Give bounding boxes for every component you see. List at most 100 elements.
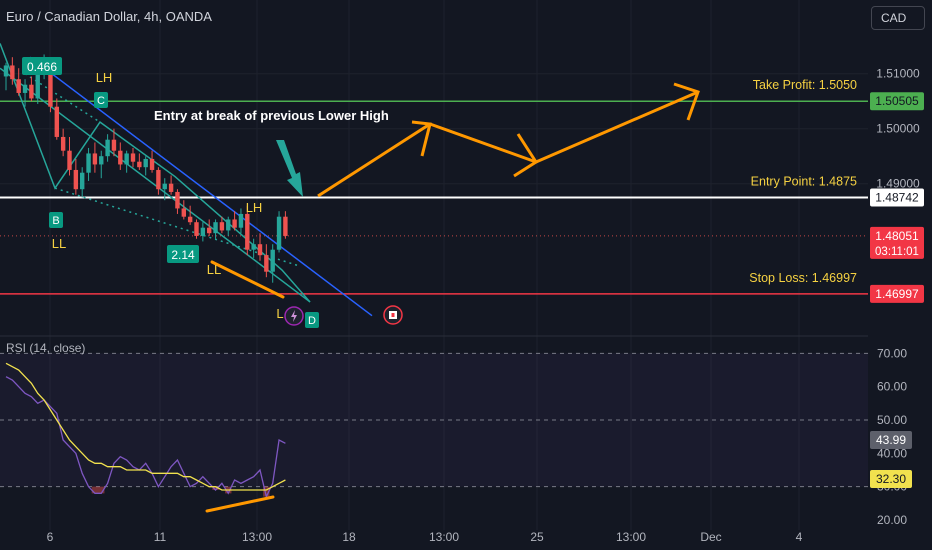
candle-body [86, 153, 91, 173]
rsi-title: RSI (14, close) [6, 341, 86, 355]
point-badge [305, 312, 319, 328]
time-tick: 11 [154, 530, 167, 544]
candle-body [213, 222, 218, 234]
candle-body [54, 106, 59, 137]
drawings [0, 43, 700, 317]
point-badge-label: D [308, 315, 316, 327]
rsi-value-tag [870, 431, 912, 450]
lightning-icon [291, 310, 297, 322]
candle-body [80, 172, 85, 190]
candle-body [226, 219, 231, 231]
candle-body [124, 153, 129, 165]
time-tick: 13:00 [429, 530, 459, 544]
price-tick: 1.51000 [876, 67, 920, 81]
candle-body [276, 216, 282, 250]
candle-body [35, 73, 40, 99]
pointer-arrow [276, 140, 303, 197]
rsi-ma-line [5, 362, 286, 491]
candle-body [162, 183, 167, 190]
candle-body [194, 222, 199, 236]
ratio-badge-label: 0.466 [27, 60, 57, 74]
ratio-badge [22, 57, 62, 75]
candle-body [200, 227, 206, 236]
grid [0, 0, 932, 530]
candle-body [99, 156, 104, 165]
wave-label: LL [207, 262, 221, 277]
candle-body [67, 150, 72, 170]
time-tick: 25 [530, 530, 544, 544]
candle-body [16, 79, 21, 93]
candle-body [29, 84, 34, 99]
rsi-tick: 50.00 [877, 413, 907, 427]
point-badge-label: B [52, 215, 59, 227]
time-tick: 4 [796, 530, 803, 544]
time-tick: 13:00 [616, 530, 646, 544]
divergence-line [210, 260, 285, 299]
level-tag-label: 1.48742 [875, 190, 919, 204]
time-axis-bg [0, 530, 868, 550]
candle-body [168, 183, 174, 192]
rsi-ma-tag [870, 470, 912, 488]
point-badge [49, 212, 63, 228]
candle-body [10, 65, 15, 80]
time-tick: 13:00 [242, 530, 272, 544]
canada-flag-leaf [391, 313, 395, 317]
point-badge-label: C [97, 95, 105, 107]
level-label: Entry Point: 1.4875 [751, 174, 857, 188]
candle-body [137, 161, 142, 168]
candle-body [130, 153, 136, 162]
candle-body [175, 191, 180, 209]
rsi-tick: 60.00 [877, 380, 907, 394]
candle-body [156, 169, 161, 190]
candle-body [105, 139, 110, 157]
countdown-label: 03:11:01 [875, 246, 919, 258]
candle-body [22, 84, 28, 93]
candle-body [283, 216, 288, 236]
wave-label: LL [52, 236, 66, 251]
candle-body [219, 222, 225, 231]
candle-body [92, 153, 98, 165]
candle-body [232, 219, 237, 228]
wave-label: LH [246, 200, 263, 215]
point-badge [94, 92, 108, 108]
level-tag [870, 284, 924, 303]
retrace-line [54, 187, 301, 267]
level-tag [870, 188, 924, 207]
harmonic-wave [0, 43, 311, 303]
candle-body [257, 244, 263, 256]
projection-arrowhead [411, 120, 432, 157]
level-label: Take Profit: 1.5050 [753, 78, 857, 92]
annotations: Entry at break of previous Lower High LH L… [22, 57, 403, 328]
candle-body [60, 136, 66, 151]
rsi-divergence-line [205, 495, 275, 513]
time-tick: Dec [700, 530, 721, 544]
candles [3, 54, 288, 283]
candle-body [73, 169, 79, 190]
projection-arrowhead [513, 133, 539, 178]
ratio-badge [167, 245, 199, 263]
rsi-ma-label: 32.30 [876, 472, 906, 486]
candle-body [48, 59, 53, 107]
level-label: Stop Loss: 1.46997 [749, 271, 857, 285]
candle-body [270, 249, 275, 272]
time-tick: 18 [342, 530, 356, 544]
symbol-title: Euro / Canadian Dollar, 4h, OANDA [6, 9, 212, 24]
price-axis-bg [868, 0, 932, 550]
projection-path [317, 90, 699, 198]
candle-body [118, 150, 123, 165]
rsi-tick: 40.00 [877, 446, 907, 460]
candle-body [149, 158, 155, 170]
rsi-tick: 20.00 [877, 513, 907, 527]
candle-body [264, 255, 269, 272]
candle-body [245, 213, 250, 250]
level-tag [870, 92, 924, 111]
level-tag-label: 1.46997 [875, 287, 919, 301]
channel-upper-line [29, 56, 373, 317]
price-levels: Take Profit: 1.5050 Entry Point: 1.4875 St… [0, 78, 868, 295]
rsi-line [5, 376, 286, 499]
currency-button[interactable]: CAD [871, 6, 925, 30]
time-tick: 6 [47, 530, 54, 544]
